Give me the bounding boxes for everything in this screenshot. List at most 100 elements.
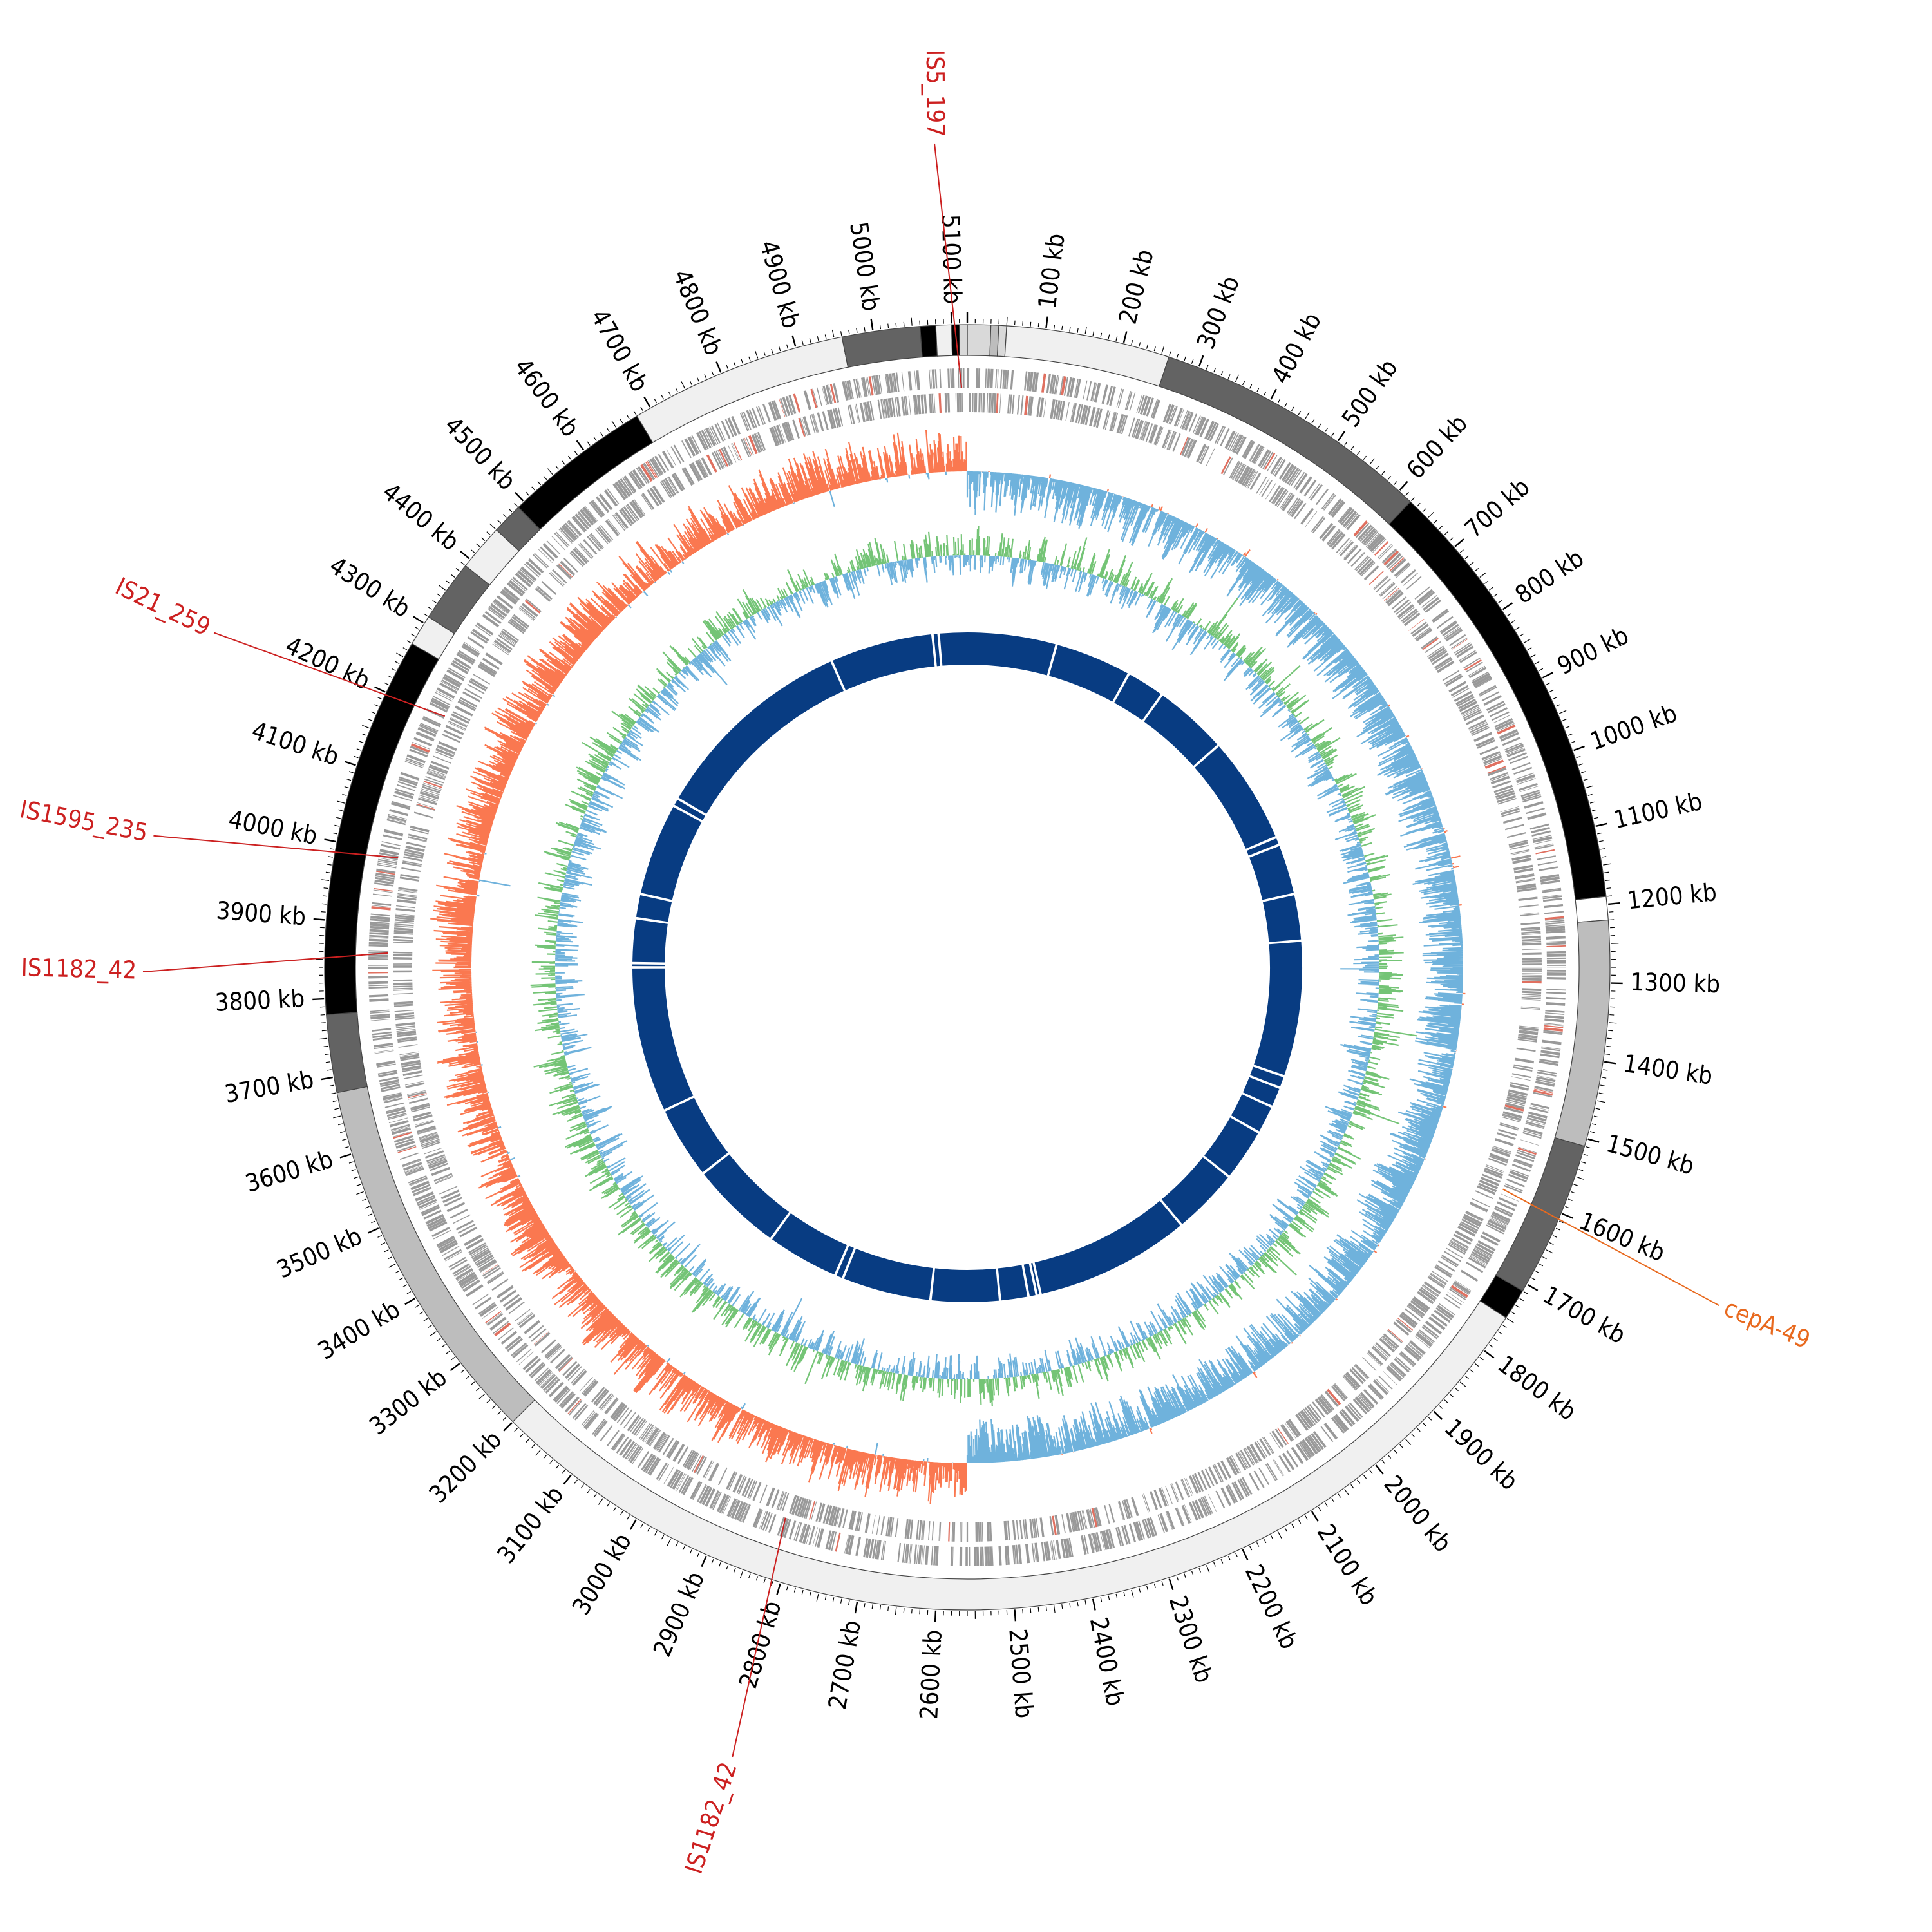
cds-feature	[397, 1038, 417, 1043]
cds-feature	[1546, 969, 1566, 972]
cds-feature	[444, 674, 462, 685]
coverage-block	[1161, 1157, 1228, 1224]
gc-content-positive	[530, 526, 1417, 1406]
tick-mark	[1264, 391, 1267, 396]
cds-feature	[1103, 410, 1110, 430]
cds-feature	[1094, 383, 1101, 402]
cds-feature	[705, 428, 716, 446]
tick-mark	[1387, 1454, 1392, 1459]
cds-feature	[1459, 651, 1477, 663]
cds-feature	[783, 1519, 791, 1539]
cds-feature	[714, 423, 724, 442]
cds-feature	[825, 1505, 833, 1525]
tick-mark	[362, 724, 370, 729]
tick-label: 1900 kb	[1439, 1413, 1524, 1495]
cds-feature	[1101, 384, 1108, 404]
cds-feature	[1528, 1111, 1548, 1119]
cds-feature	[561, 526, 576, 542]
cds-feature	[372, 1036, 392, 1041]
tick-mark	[771, 1581, 773, 1586]
tick-mark	[1084, 326, 1087, 335]
cds-feature	[931, 1546, 934, 1566]
tick-mark	[574, 451, 578, 455]
cds-feature	[1540, 1050, 1560, 1056]
cds-feature	[1523, 1130, 1542, 1137]
cds-feature	[1043, 398, 1046, 418]
cds-feature	[1494, 718, 1513, 728]
tick-mark	[1291, 1523, 1294, 1528]
tick-mark	[1411, 497, 1415, 502]
cds-feature	[787, 421, 795, 440]
tick-mark	[1305, 1515, 1308, 1520]
cds-feature	[739, 1502, 748, 1522]
cds-feature	[434, 1175, 453, 1183]
cds-feature	[904, 1544, 908, 1564]
cds-feature	[908, 395, 911, 415]
cds-feature	[593, 1419, 607, 1436]
cds-feature	[1010, 370, 1014, 390]
tick-mark	[342, 793, 347, 796]
cds-feature	[397, 1033, 417, 1037]
tick-mark	[402, 1284, 408, 1287]
tick-mark	[1527, 647, 1532, 650]
cds-feature	[1472, 1251, 1490, 1263]
cds-feature	[670, 446, 682, 464]
tick-mark	[726, 365, 729, 370]
coverage-block	[1144, 695, 1218, 766]
cds-feature	[727, 417, 737, 437]
cds-feature	[407, 1090, 426, 1095]
cds-feature	[1517, 1039, 1537, 1043]
tick-mark	[668, 391, 671, 396]
cds-feature	[1269, 1432, 1281, 1450]
cds-feature	[703, 429, 713, 447]
cds-feature	[473, 1250, 491, 1262]
cds-feature	[614, 1405, 628, 1422]
cds-feature	[1031, 1543, 1036, 1563]
cds-feature	[1245, 1447, 1256, 1465]
cds-feature	[372, 893, 392, 897]
cds-feature	[1544, 916, 1564, 920]
cds-feature	[417, 1127, 437, 1135]
cds-feature	[1400, 569, 1416, 583]
cds-feature	[393, 953, 413, 957]
coverage-track	[632, 632, 1303, 1302]
cds-feature	[572, 515, 587, 532]
cds-feature	[565, 1363, 580, 1379]
cds-feature	[1461, 1269, 1479, 1282]
cds-feature	[1214, 1464, 1224, 1482]
cds-feature	[667, 476, 679, 494]
cds-feature	[421, 788, 440, 795]
cds-feature	[797, 1497, 805, 1517]
annotation-label: IS1595_235	[17, 795, 150, 847]
cds-feature	[442, 1245, 460, 1256]
cds-feature	[501, 589, 518, 603]
cds-feature	[1459, 1222, 1477, 1234]
cds-feature	[1104, 1505, 1110, 1524]
cds-feature	[413, 1186, 431, 1195]
tick-label: 5100 kb	[936, 214, 967, 304]
cds-feature	[1533, 1090, 1553, 1096]
cds-feature	[989, 368, 990, 388]
cds-feature	[793, 1522, 800, 1541]
cds-feature	[1286, 1450, 1299, 1468]
tick-mark	[697, 1552, 700, 1557]
tick-mark	[1511, 620, 1516, 623]
cds-feature	[1395, 1318, 1412, 1333]
cds-feature	[422, 717, 441, 728]
tick-mark	[336, 817, 341, 819]
cds-feature	[1343, 544, 1357, 559]
cds-feature	[1166, 431, 1175, 450]
cds-feature	[787, 395, 794, 415]
cds-feature	[1282, 494, 1295, 511]
cds-feature	[893, 372, 898, 392]
cds-feature	[1418, 591, 1434, 604]
cds-feature	[582, 506, 598, 524]
cds-feature	[1489, 772, 1508, 781]
tick-mark	[471, 1381, 475, 1385]
cds-feature	[923, 394, 927, 414]
tick-mark	[384, 682, 389, 685]
cds-feature	[1209, 422, 1220, 442]
tick-mark	[486, 1399, 491, 1403]
cds-feature	[1535, 849, 1555, 855]
cds-feature	[837, 407, 844, 427]
